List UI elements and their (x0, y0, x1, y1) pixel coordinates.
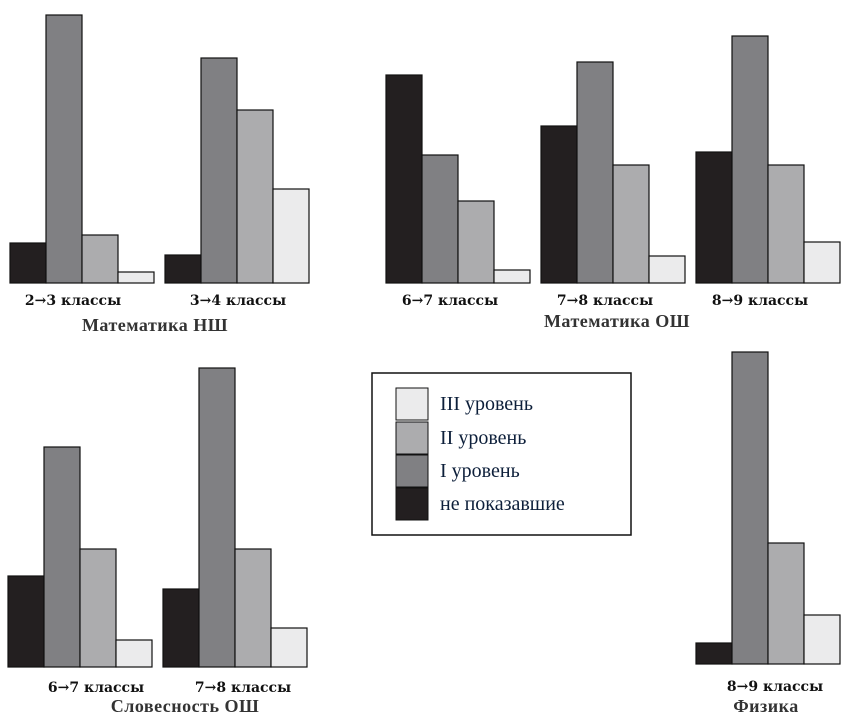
bar-II-уровень-2-0 (79, 548, 117, 668)
bar-II-уровень-2-1 (234, 548, 272, 668)
bar-III-уровень-1-1 (648, 255, 686, 284)
group-label: 8→9 классы (727, 679, 823, 695)
bar-II-уровень-1-2 (767, 164, 805, 284)
subject-label: Физика (733, 696, 799, 714)
bar-II-уровень-1-0 (457, 200, 495, 284)
bar-III-уровень-2-0 (115, 639, 153, 668)
bar-не-показавшие-3-0 (695, 642, 733, 665)
bar-I-уровень-1-0 (421, 154, 459, 284)
legend: III уровень II уровень I уровень не показав… (371, 372, 632, 536)
bar-I-уровень-3-0 (731, 351, 769, 665)
bar-не-показавшие-1-0 (385, 74, 423, 284)
legend-swatch (395, 487, 429, 521)
bars-layer (7, 14, 841, 668)
bar-III-уровень-1-0 (493, 269, 531, 284)
bar-III-уровень-2-1 (270, 627, 308, 668)
legend-swatch (395, 421, 429, 455)
bar-I-уровень-1-2 (731, 35, 769, 284)
bar-не-показавшие-0-1 (164, 254, 202, 284)
bar-не-показавшие-1-2 (695, 151, 733, 284)
group-label: 6→7 классы (402, 293, 498, 309)
bar-I-уровень-2-1 (198, 367, 236, 668)
bar-не-показавшие-2-0 (7, 575, 45, 668)
bar-III-уровень-3-0 (803, 614, 841, 665)
bar-не-показавшие-1-1 (540, 125, 578, 284)
subject-label: Математика НШ (82, 315, 228, 335)
bar-не-показавшие-2-1 (162, 588, 200, 668)
bar-III-уровень-0-0 (117, 271, 155, 284)
legend-swatch (395, 454, 429, 488)
bar-I-уровень-0-0 (45, 14, 83, 284)
subject-label: Словесность ОШ (111, 696, 260, 714)
bar-II-уровень-0-0 (81, 234, 119, 284)
legend-label: II уровень (440, 427, 526, 449)
group-label: 8→9 классы (712, 293, 808, 309)
bar-II-уровень-0-1 (236, 109, 274, 284)
bar-II-уровень-1-1 (612, 164, 650, 284)
bar-III-уровень-1-2 (803, 241, 841, 284)
group-label: 7→8 классы (195, 680, 291, 696)
group-label: 3→4 классы (190, 293, 286, 309)
bar-не-показавшие-0-0 (9, 242, 47, 284)
group-label: 2→3 классы (25, 293, 121, 309)
legend-label: III уровень (440, 393, 533, 415)
subject-label: Математика ОШ (544, 311, 690, 331)
group-label: 6→7 классы (48, 680, 144, 696)
bar-II-уровень-3-0 (767, 542, 805, 665)
bar-I-уровень-0-1 (200, 57, 238, 284)
bar-I-уровень-2-0 (43, 446, 81, 668)
labels-layer: 2→3 классы 3→4 классы Математика НШ 6→7 кла… (25, 293, 823, 714)
group-label: 7→8 классы (557, 293, 653, 309)
bar-I-уровень-1-1 (576, 61, 614, 284)
bar-III-уровень-0-1 (272, 188, 310, 284)
legend-label: не показавшие (440, 493, 565, 515)
legend-label: I уровень (440, 460, 520, 482)
legend-swatch (395, 387, 429, 421)
